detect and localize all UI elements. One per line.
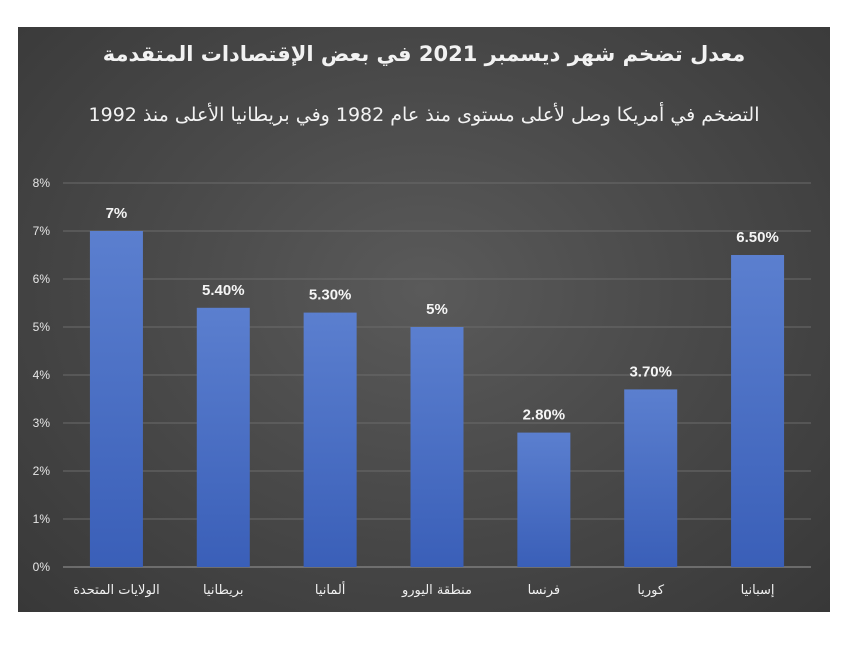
y-tick-label: 0% <box>33 560 51 574</box>
bar <box>731 255 785 567</box>
y-tick-label: 3% <box>33 416 51 430</box>
y-tick-label: 1% <box>33 512 51 526</box>
y-tick-label: 5% <box>33 320 51 334</box>
data-label: 3.70% <box>629 363 672 380</box>
y-tick-label: 6% <box>33 272 51 286</box>
data-label: 7% <box>106 205 128 222</box>
data-label: 5.40% <box>202 282 245 299</box>
y-tick-label: 4% <box>33 368 51 382</box>
x-category-label: إسبانيا <box>741 583 775 598</box>
x-category-label: منطقة اليورو <box>401 583 472 598</box>
x-category-label: كوريا <box>637 583 665 598</box>
y-axis-ticks: 0% 1% 2% 3% 4% 5% 6% 7% 8% <box>33 176 51 574</box>
bar <box>196 307 250 567</box>
y-tick-label: 7% <box>33 224 51 238</box>
bar <box>303 312 357 567</box>
chart-subtitle: التضخم في أمريكا وصل لأعلى مستوى منذ عام… <box>88 104 760 126</box>
y-tick-label: 2% <box>33 464 51 478</box>
chart-title: معدل تضخم شهر ديسمبر 2021 في بعض الإقتصا… <box>102 42 746 66</box>
x-category-label: ألمانيا <box>315 581 346 598</box>
data-label: 5.30% <box>309 287 352 304</box>
x-category-label: فرنسا <box>528 583 561 598</box>
bar <box>624 389 678 567</box>
bar <box>89 231 143 567</box>
x-axis-categories: الولايات المتحدة بريطانيا ألمانيا منطقة الي… <box>73 581 774 598</box>
x-category-label: بريطانيا <box>203 583 244 598</box>
data-label: 6.50% <box>736 229 779 246</box>
data-labels: 7% 5.40% 5.30% 5% 2.80% 3.70% 6.50% <box>106 205 779 424</box>
data-label: 2.80% <box>523 407 566 424</box>
bar <box>410 327 464 567</box>
x-category-label: الولايات المتحدة <box>73 583 160 598</box>
chart-panel: معدل تضخم شهر ديسمبر 2021 في بعض الإقتصا… <box>18 27 830 612</box>
data-label: 5% <box>426 301 448 318</box>
bars <box>89 231 785 567</box>
bar <box>517 432 571 567</box>
y-tick-label: 8% <box>33 176 51 190</box>
bar-chart-plot: 0% 1% 2% 3% 4% 5% 6% 7% 8% 7% 5.40% 5.30% 5% 2.80% 3.… <box>33 176 811 598</box>
